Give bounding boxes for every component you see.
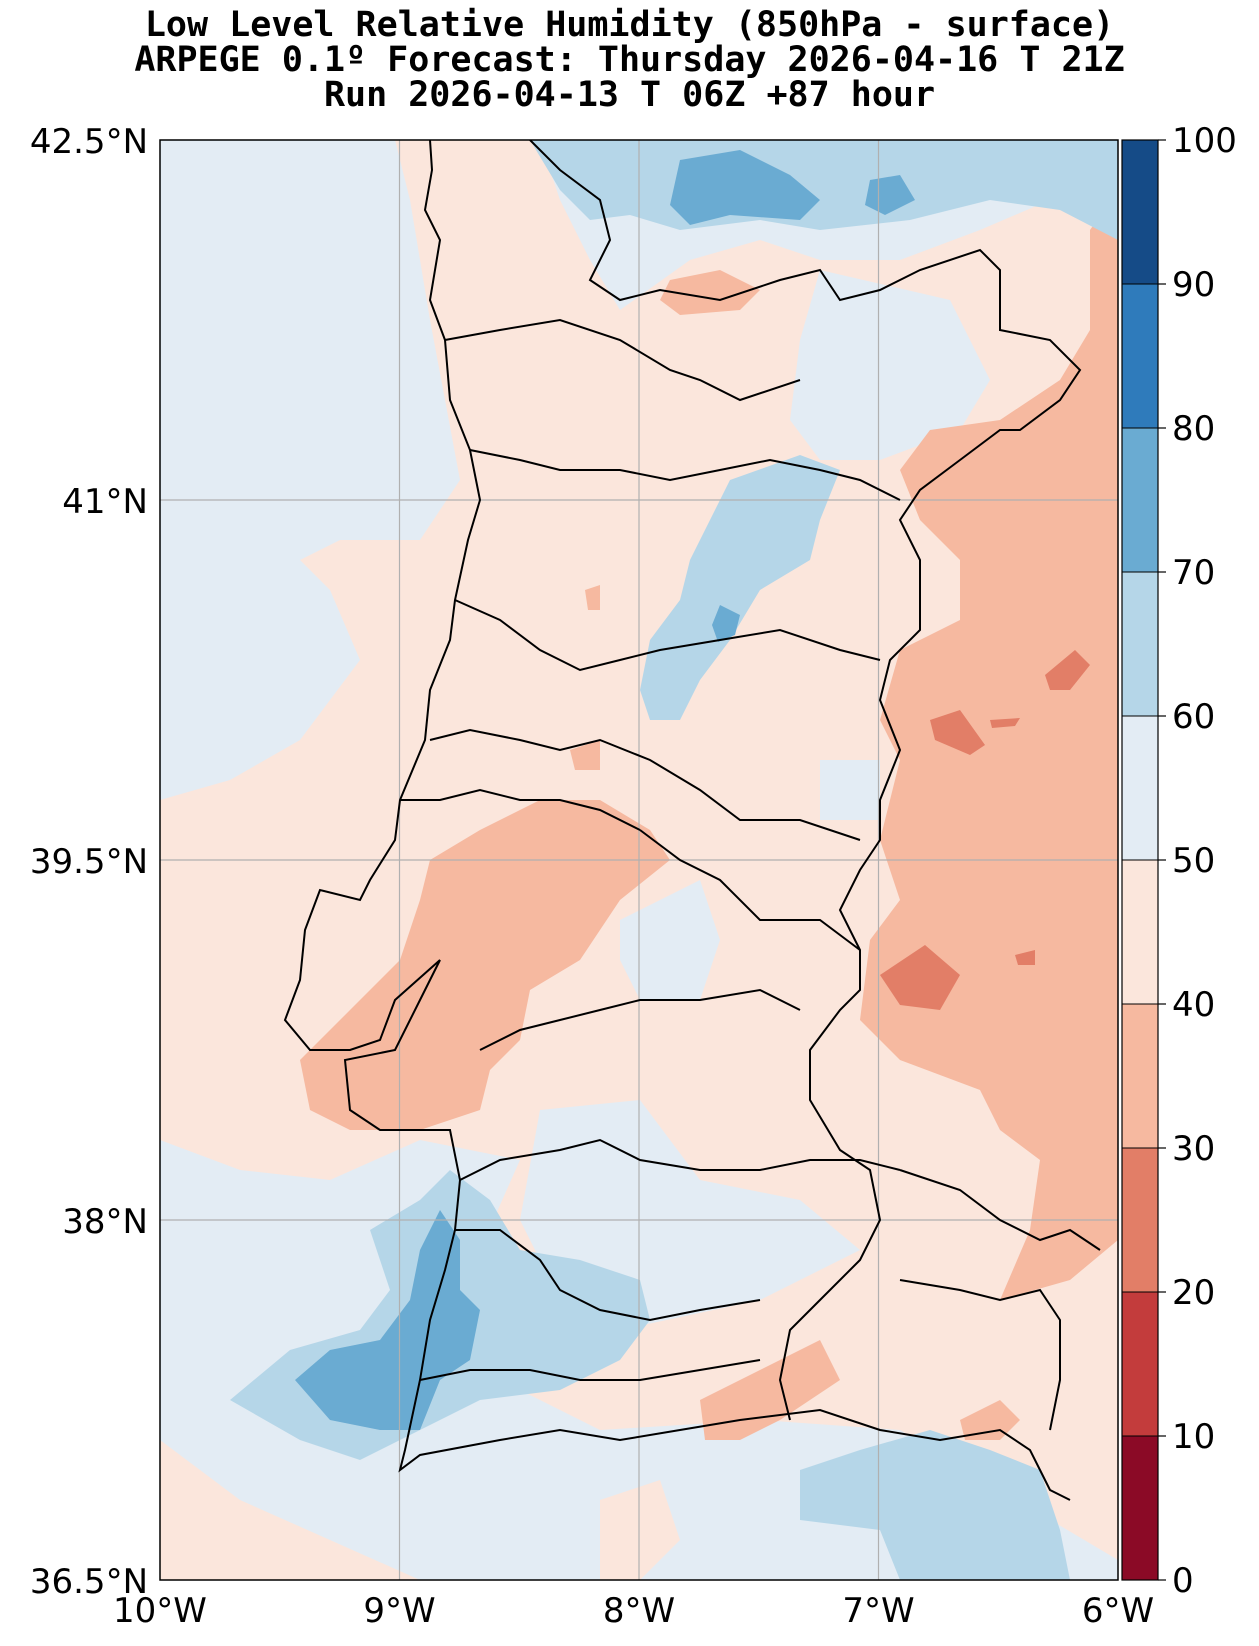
colorbar-segment-80-90 [1122, 284, 1158, 429]
colorbar-tick-label: 20 [1172, 1273, 1215, 1313]
map-frame [159, 139, 1119, 1581]
humidity-zone-30-40-small-1 [570, 740, 600, 770]
longitude-labels: 10°W 9°W 8°W 7°W 6°W [113, 1591, 1154, 1631]
colorbar-segment-10-20 [1122, 1292, 1158, 1437]
humidity-zone-20-30-east-4 [880, 945, 960, 1010]
colorbar-tick-label: 80 [1172, 409, 1215, 449]
colorbar-tick-label: 0 [1172, 1561, 1194, 1601]
humidity-zone-30-40-small-2 [585, 585, 600, 610]
humidity-zone-40-50-sw [600, 1480, 680, 1580]
colorbar-segment-70-80 [1122, 428, 1158, 573]
gridlines [160, 140, 1118, 1580]
lat-label-39-5: 39.5°N [30, 842, 148, 882]
border-internal-2 [469, 449, 901, 501]
humidity-zone-30-40-northeast [860, 190, 1118, 1300]
coastline-and-borders [283, 140, 1101, 1501]
colorbar-tick-label: 90 [1172, 265, 1215, 305]
border-internal-5 [400, 788, 641, 831]
humidity-zone-70-80-north-2 [865, 175, 915, 215]
humidity-zone-20-30-east-3 [990, 718, 1020, 728]
lon-label-10w: 10°W [113, 1591, 207, 1631]
lat-label-36-5: 36.5°N [30, 1562, 148, 1602]
colorbar-segment-0-10 [1122, 1436, 1158, 1581]
humidity-zone-50-60-north-central [790, 270, 990, 460]
humidity-zone-30-40-southeast [960, 1400, 1020, 1440]
border-internal-9 [455, 1229, 761, 1322]
border-internal-11 [899, 1169, 1101, 1251]
border-internal-12 [899, 1279, 1061, 1431]
humidity-zone-30-40-north-patch [660, 270, 760, 315]
colorbar-tick-label: 60 [1172, 697, 1215, 737]
map-title: Low Level Relative Humidity (850hPa - su… [0, 8, 1259, 113]
humidity-zone-60-70-southeast [800, 1430, 1070, 1580]
humidity-zone-70-80-north [670, 150, 820, 225]
humidity-zone-20-30-east-5 [1015, 950, 1035, 965]
latitude-labels: 42.5°N 41°N 39.5°N 38°N 36.5°N [30, 122, 148, 1602]
coastline-west [283, 140, 1071, 1501]
colorbar-tick-label: 40 [1172, 985, 1215, 1025]
border-internal-4 [429, 728, 861, 841]
colorbar-segment-90-100 [1122, 140, 1158, 285]
border-internal-3 [454, 599, 881, 672]
colorbar-segment-60-70 [1122, 572, 1158, 717]
lat-label-38: 38°N [62, 1202, 148, 1242]
lon-label-6w: 6°W [1082, 1591, 1154, 1631]
humidity-zone-30-40-tagus [300, 800, 670, 1130]
border-internal-6 [639, 829, 861, 951]
humidity-zone-40-50-south [160, 1440, 420, 1580]
colorbar-tick-label: 10 [1172, 1417, 1215, 1457]
humidity-zone-50-60-central [620, 880, 720, 1000]
colorbar-tick-label: 100 [1172, 121, 1237, 161]
colorbar: 0 10 20 30 40 50 60 70 80 90 100 [1121, 121, 1237, 1601]
humidity-zone-60-70-north [530, 140, 1118, 240]
lat-label-41: 41°N [62, 482, 148, 522]
border-internal-10 [419, 1359, 761, 1381]
lat-label-42-5: 42.5°N [30, 122, 148, 162]
title-line-2: ARPEGE 0.1º Forecast: Thursday 2026-04-1… [134, 40, 1125, 80]
colorbar-segment-20-30 [1122, 1148, 1158, 1293]
humidity-zone-70-80-central [712, 605, 740, 642]
lon-label-7w: 7°W [842, 1591, 914, 1631]
humidity-zone-20-30-east-1 [1045, 650, 1090, 690]
humidity-zone-60-70-central [640, 455, 840, 720]
border-internal-1 [444, 318, 801, 402]
colorbar-segment-30-40 [1122, 1004, 1158, 1149]
humidity-zone-20-30-east-2 [930, 710, 985, 755]
humidity-zone-30-40-south [700, 1340, 840, 1440]
border-internal-8 [459, 1138, 901, 1181]
title-line-1: Low Level Relative Humidity (850hPa - su… [144, 5, 1115, 45]
title-line-3: Run 2026-04-13 T 06Z +87 hour [323, 75, 936, 115]
humidity-zone-50-60-east [820, 760, 880, 820]
border-internal-7 [479, 988, 801, 1051]
humidity-zone-70-80-southwest [295, 1210, 480, 1430]
lon-label-9w: 9°W [363, 1591, 435, 1631]
colorbar-tick-label: 30 [1172, 1129, 1215, 1169]
border-spain-north [529, 140, 1082, 1421]
colorbar-tick-label: 50 [1172, 841, 1215, 881]
colorbar-tick-label: 70 [1172, 553, 1215, 593]
lon-label-8w: 8°W [603, 1591, 675, 1631]
colorbar-segment-50-60 [1122, 716, 1158, 861]
colorbar-segment-40-50 [1122, 860, 1158, 1005]
